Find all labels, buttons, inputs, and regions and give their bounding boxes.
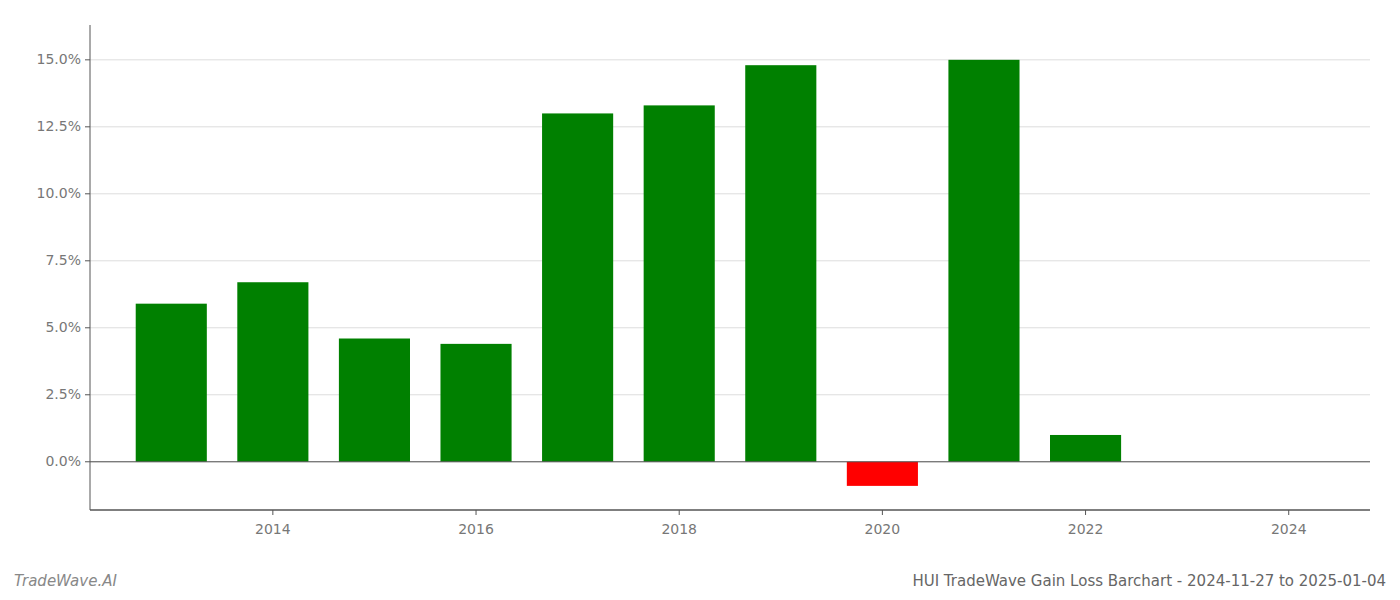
grid-line [90, 260, 1370, 261]
y-tick [85, 193, 90, 194]
y-tick-label: 10.0% [37, 185, 81, 201]
x-tick-label: 2014 [255, 521, 291, 537]
bar [847, 462, 918, 486]
x-tick [882, 510, 883, 515]
grid-line [90, 126, 1370, 127]
bar [1050, 435, 1121, 462]
bars [136, 60, 1121, 486]
y-tick-label: 15.0% [37, 51, 81, 67]
bar [948, 60, 1019, 462]
y-tick-label: 5.0% [45, 319, 81, 335]
x-tick-label: 2018 [661, 521, 697, 537]
y-tick-label: 7.5% [45, 252, 81, 268]
bar [136, 304, 207, 462]
x-tick [1288, 510, 1289, 515]
y-tick-label: 12.5% [37, 118, 81, 134]
y-tick [85, 260, 90, 261]
chart: 0.0%2.5%5.0%7.5%10.0%12.5%15.0%201420162… [0, 0, 1400, 600]
y-tick [85, 394, 90, 395]
y-tick [85, 461, 90, 462]
x-tick [476, 510, 477, 515]
axes [90, 25, 1370, 510]
y-tick [85, 126, 90, 127]
x-tick [679, 510, 680, 515]
y-axis: 0.0% 2.5% 5.0% 7.5% 10.0% 12.5% 15.0% [37, 51, 90, 469]
x-tick [272, 510, 273, 515]
bar [237, 282, 308, 462]
grid-line [90, 59, 1370, 60]
zero-line [90, 461, 1370, 462]
title: HUI TradeWave Gain Loss Barchart - 2024-… [912, 572, 1386, 590]
y-tick-label: 2.5% [45, 386, 81, 402]
watermark: TradeWave.AI [14, 572, 117, 590]
y-axis-line [90, 25, 91, 510]
x-tick-label: 2024 [1271, 521, 1307, 537]
grid-line [90, 193, 1370, 194]
bar [339, 339, 410, 462]
x-axis: 2014 2016 2018 2020 2022 2024 [255, 510, 1307, 537]
x-tick-label: 2022 [1068, 521, 1104, 537]
y-tick [85, 327, 90, 328]
bar [745, 65, 816, 462]
y-tick-label: 0.0% [45, 453, 81, 469]
x-tick [1085, 510, 1086, 515]
x-tick-label: 2016 [458, 521, 494, 537]
grid-line [90, 461, 1370, 462]
x-axis-line [90, 509, 1370, 511]
bar [440, 344, 511, 462]
bar [542, 113, 613, 461]
y-tick [85, 59, 90, 60]
bar [644, 105, 715, 461]
x-tick-label: 2020 [865, 521, 901, 537]
y-grid [90, 60, 1370, 462]
